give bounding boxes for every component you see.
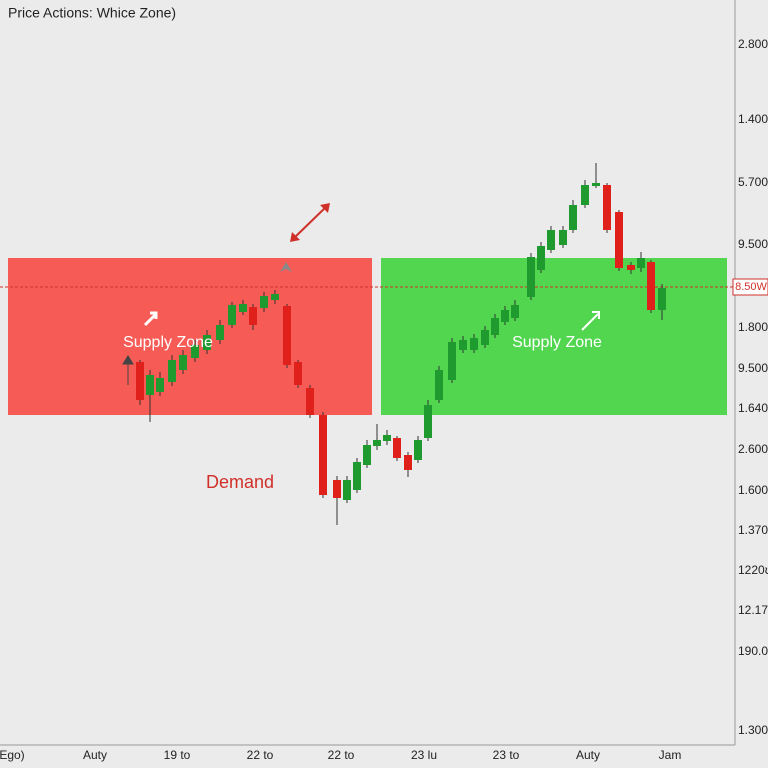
candle-body (333, 480, 341, 498)
candle-body (168, 360, 176, 382)
candle-body (481, 330, 489, 345)
price-label: 2.800 (738, 37, 768, 51)
candle-body (547, 230, 555, 250)
price-label: 5.700 (738, 175, 768, 189)
zone-label: Supply Zone (512, 334, 602, 351)
title: Price Actions: Whice Zone) (8, 5, 176, 21)
candle-body (627, 265, 635, 270)
time-label: 23 to (493, 748, 520, 762)
candle-body (136, 362, 144, 400)
price-label: 2.600 (738, 442, 768, 456)
demand-label: Demand (206, 472, 274, 492)
time-label: 23 lu (411, 748, 437, 762)
price-label: 1.600 (738, 483, 768, 497)
candle-body (658, 288, 666, 310)
arrow-head (290, 203, 330, 242)
candle-body (306, 388, 314, 415)
candle-body (537, 246, 545, 270)
price-label: 1.800 (738, 320, 768, 334)
time-label: Auty (576, 748, 600, 762)
candle-body (179, 355, 187, 370)
candle-body (191, 345, 199, 358)
time-label: Auty (83, 748, 107, 762)
candle-body (491, 318, 499, 335)
time-label: 19 to (164, 748, 191, 762)
candle-body (470, 338, 478, 350)
time-label: 22 to (328, 748, 355, 762)
candle-body (146, 375, 154, 395)
time-label: Jam (659, 748, 682, 762)
candle-body (343, 480, 351, 500)
candle-body (435, 370, 443, 400)
candle-body (294, 362, 302, 385)
candle-body (448, 342, 456, 380)
arrow (581, 311, 600, 331)
marker (280, 262, 292, 272)
candle-body (615, 212, 623, 268)
arrow (143, 311, 158, 327)
candle-body (501, 310, 509, 322)
candle-body (647, 262, 655, 310)
price-label: 1.400 (738, 112, 768, 126)
candle-body (156, 378, 164, 392)
price-label: 9.500 (738, 361, 768, 375)
candle-body (637, 258, 645, 268)
price-label: 1.640 (738, 401, 768, 415)
arrow (122, 355, 134, 385)
candle-body (353, 462, 361, 490)
candle-body (581, 185, 589, 205)
price-label: 9.500 (738, 237, 768, 251)
candle-body (260, 296, 268, 308)
candle-body (283, 306, 291, 365)
candle-body (527, 257, 535, 297)
candle-body (569, 205, 577, 230)
candle-body (393, 438, 401, 458)
price-label: 1.300 (738, 723, 768, 737)
price-tag (732, 278, 768, 296)
candle-body (592, 183, 600, 186)
candle-body (363, 445, 371, 465)
candle-body (239, 304, 247, 312)
price-label: 190.00 (738, 644, 768, 658)
candle-body (404, 455, 412, 470)
price-label: 1.370 (738, 523, 768, 537)
candle-body (559, 230, 567, 245)
candle-body (383, 435, 391, 441)
arrow (291, 204, 329, 241)
candle-body (373, 440, 381, 446)
price-label: 12.17ɪ (738, 603, 768, 617)
candle-body (249, 307, 257, 325)
zone-label: Supply Zone (123, 334, 213, 351)
candle-body (203, 335, 211, 350)
candle-body (216, 325, 224, 340)
candles (136, 163, 666, 525)
candle-body (228, 305, 236, 325)
time-label: Ego) (0, 748, 25, 762)
candle-body (271, 294, 279, 300)
candle-body (414, 440, 422, 460)
price-label: 1220ʊ (738, 563, 768, 577)
candle-body (511, 305, 519, 318)
time-label: 22 to (247, 748, 274, 762)
candle-body (459, 340, 467, 350)
candle-body (424, 405, 432, 438)
current-price: 8.50W (735, 281, 767, 293)
candle-body (319, 415, 327, 495)
candle-body (603, 185, 611, 230)
